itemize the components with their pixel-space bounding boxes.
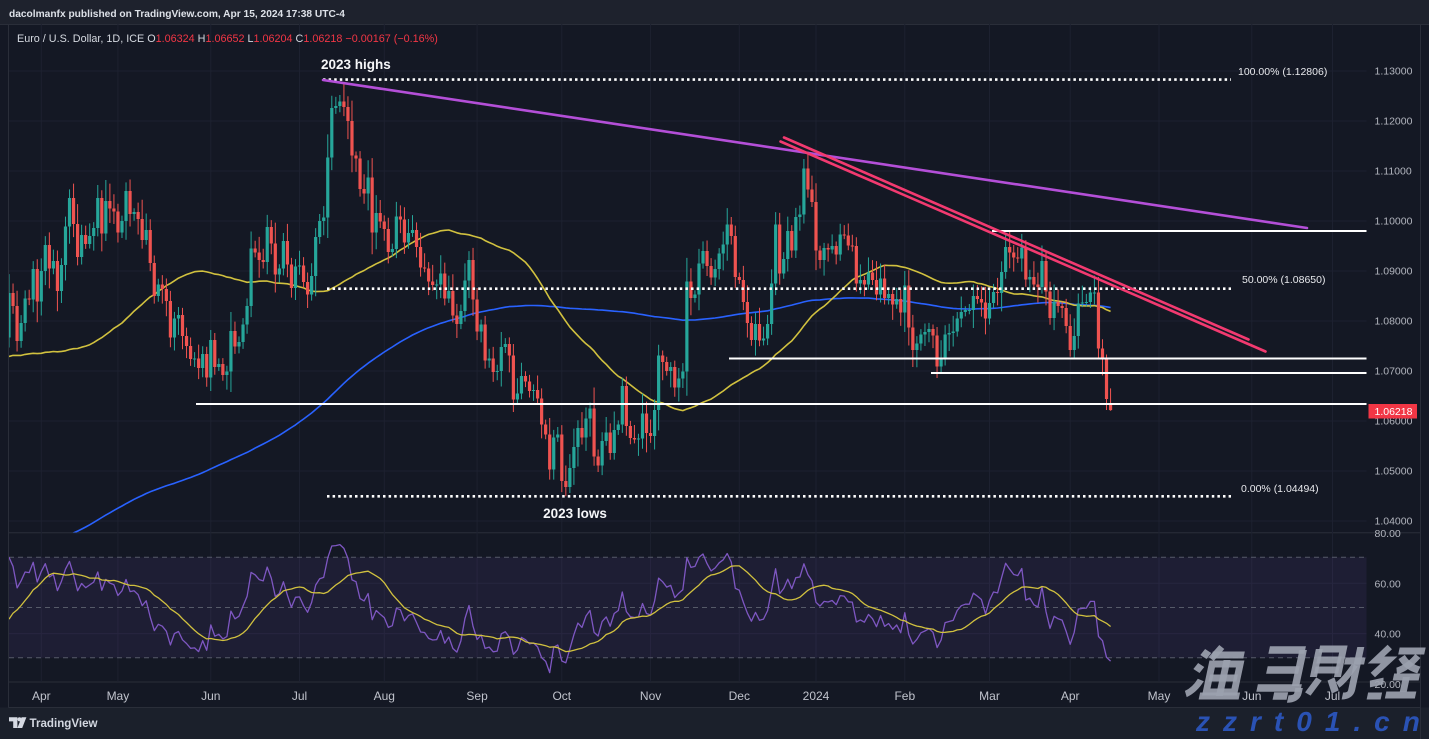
svg-text:1.11000: 1.11000 [1375, 166, 1412, 178]
svg-text:Jul: Jul [1325, 689, 1340, 703]
svg-text:1.08000: 1.08000 [1375, 316, 1413, 328]
svg-text:Feb: Feb [894, 689, 915, 703]
svg-text:Nov: Nov [640, 689, 661, 703]
svg-text:May: May [107, 689, 130, 703]
svg-text:60.00: 60.00 [1375, 578, 1401, 590]
svg-text:TradingView: TradingView [30, 717, 99, 730]
svg-text:2024: 2024 [803, 689, 830, 703]
svg-text:dacolmanfx published on Tradin: dacolmanfx published on TradingView.com,… [9, 9, 345, 20]
svg-text:Aug: Aug [374, 689, 395, 703]
svg-text:Dec: Dec [729, 689, 750, 703]
svg-text:Sep: Sep [466, 689, 488, 703]
svg-text:1.06218: 1.06218 [1375, 406, 1413, 418]
svg-text:2023 lows: 2023 lows [543, 506, 607, 521]
svg-text:Oct: Oct [552, 689, 571, 703]
svg-text:1.07000: 1.07000 [1375, 366, 1413, 378]
svg-text:50.00% (1.08650): 50.00% (1.08650) [1242, 274, 1325, 286]
svg-text:Jun: Jun [1242, 689, 1261, 703]
svg-text:1.13000: 1.13000 [1375, 66, 1413, 78]
svg-text:1.06000: 1.06000 [1375, 416, 1413, 428]
svg-text:1.09000: 1.09000 [1375, 266, 1413, 278]
svg-text:0.00% (1.04494): 0.00% (1.04494) [1241, 483, 1319, 495]
svg-text:1.12000: 1.12000 [1375, 116, 1413, 128]
svg-text:zzrt01.cn: zzrt01.cn [1195, 706, 1429, 737]
svg-text:80.00: 80.00 [1375, 528, 1401, 540]
svg-text:Apr: Apr [32, 689, 51, 703]
svg-text:1.10000: 1.10000 [1375, 216, 1413, 228]
svg-text:Jul: Jul [292, 689, 307, 703]
svg-text:May: May [1148, 689, 1171, 703]
svg-text:Apr: Apr [1061, 689, 1080, 703]
svg-text:40.00: 40.00 [1375, 629, 1401, 641]
svg-text:Mar: Mar [979, 689, 1000, 703]
svg-text:Jun: Jun [201, 689, 220, 703]
svg-text:1.04000: 1.04000 [1375, 516, 1413, 528]
svg-text:Euro / U.S. Dollar, 1D, ICE O1: Euro / U.S. Dollar, 1D, ICE O1.06324 H1.… [17, 33, 438, 45]
svg-text:100.00% (1.12806): 100.00% (1.12806) [1238, 66, 1327, 78]
svg-text:2023 highs: 2023 highs [321, 57, 391, 72]
svg-text:1.05000: 1.05000 [1375, 466, 1413, 478]
